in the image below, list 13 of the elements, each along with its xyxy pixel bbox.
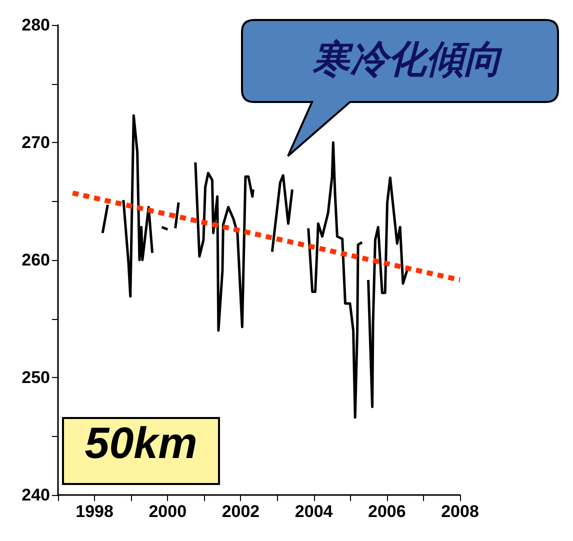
y-tick-label: 250 [22,368,50,387]
x-tick-label: 2004 [294,502,334,521]
y-tick-label: 240 [22,486,50,504]
y-tick-label: 280 [22,16,50,34]
x-tick-label: 2000 [148,502,187,521]
annotation: 50km [62,417,220,485]
y-tick-label: 270 [22,133,50,152]
annotation: 寒冷化傾向 [311,36,504,83]
x-tick-label: 1998 [76,502,114,521]
x-tick-label: 2002 [222,502,260,521]
y-tick-label: 260 [22,250,50,270]
x-tick-label: 2008 [441,502,479,521]
x-tick-label: 2006 [368,502,406,521]
